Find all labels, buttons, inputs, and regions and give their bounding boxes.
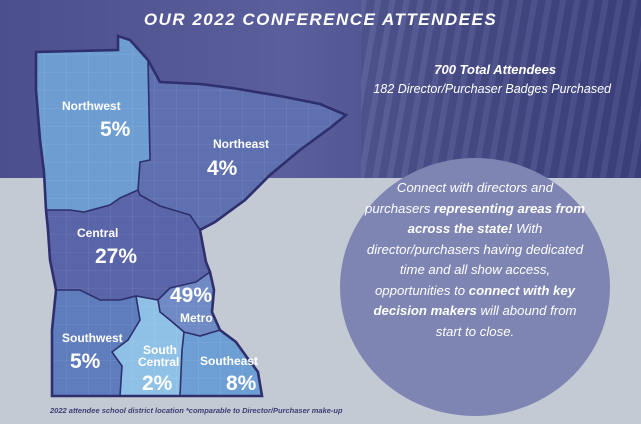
badges-purchased: 182 Director/Purchaser Badges Purchased	[373, 82, 611, 96]
region-pct-southwest: 5%	[70, 350, 101, 373]
region-pct-metro: 49%	[170, 284, 213, 307]
region-pct-northeast: 4%	[207, 157, 238, 180]
state-outline	[34, 34, 349, 398]
region-label-southwest: Southwest	[62, 331, 123, 345]
region-label-northwest: Northwest	[62, 99, 121, 113]
callout-circle	[340, 158, 610, 416]
region-pct-northwest: 5%	[100, 118, 131, 141]
region-label-metro: Metro	[180, 311, 213, 325]
footnote: 2022 attendee school district location *…	[50, 406, 343, 415]
region-label-south-central-line2: Central	[138, 355, 180, 369]
total-attendees: 700 Total Attendees	[434, 62, 557, 77]
callout-text: Connect with directors and purchasers re…	[365, 180, 585, 339]
region-label-northeast: Northeast	[213, 137, 270, 151]
region-pct-southeast: 8%	[226, 372, 257, 395]
region-label-central: Central	[77, 226, 119, 240]
region-label-southeast: Southeast	[200, 354, 259, 368]
region-borders	[46, 59, 221, 397]
region-pct-south-central: 2%	[142, 372, 173, 395]
region-label-south-central-line1: South	[143, 343, 177, 357]
region-pct-central: 27%	[95, 245, 138, 268]
page-title: OUR 2022 CONFERENCE ATTENDEES	[143, 10, 498, 29]
attendee-stats: 700 Total Attendees 182 Director/Purchas…	[373, 62, 611, 96]
